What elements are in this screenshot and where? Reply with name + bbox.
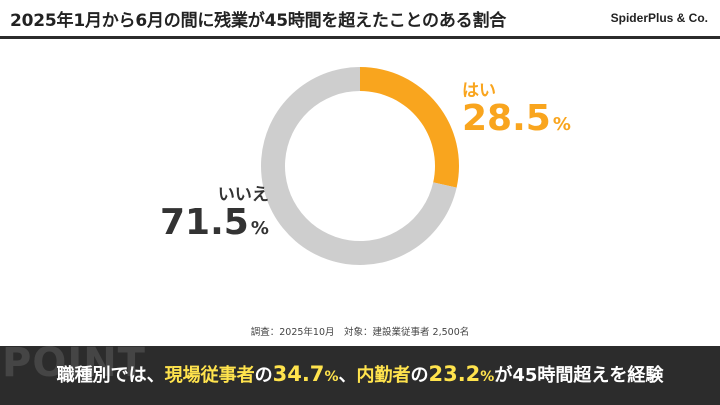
point-text: 職種別では、現場従事者の34.7%、内勤者の23.2%が45時間超えを経験: [0, 361, 720, 387]
point-particle1: の: [254, 365, 273, 386]
point-sep: 、: [338, 365, 357, 386]
point-unit1: %: [324, 369, 339, 385]
point-value2: 23.2: [428, 362, 481, 386]
point-value1: 34.7: [272, 362, 325, 386]
donut-slice-yes: [360, 67, 460, 188]
point-prefix: 職種別では、: [56, 365, 165, 386]
slice-name-yes: はい: [462, 81, 496, 101]
point-watermark: POINT: [2, 346, 146, 386]
slice-name-no: いいえ: [217, 185, 269, 205]
slice-value-no: 71.5: [160, 202, 249, 243]
survey-source: 調査：2025年10月 対象：建設業従事者 2,500名: [250, 327, 470, 338]
slice-label-no: いいえ 71.5%: [160, 180, 269, 241]
point-group1: 現場従事者: [164, 365, 255, 386]
slice-value-yes: 28.5: [462, 98, 551, 139]
point-unit2: %: [480, 369, 495, 385]
point-group2: 内勤者: [356, 365, 411, 386]
slice-label-yes: はい 28.5%: [462, 76, 571, 137]
point-suffix: が45時間超えを経験: [494, 365, 664, 386]
page-title: 2025年1月から6月の間に残業が45時間を超えたことのある割合: [10, 11, 507, 31]
header: 2025年1月から6月の間に残業が45時間を超えたことのある割合 SpiderP…: [0, 0, 720, 39]
slice-unit-yes: %: [552, 114, 571, 135]
header-rule: [0, 36, 720, 39]
donut-chart: [261, 67, 460, 265]
point-particle2: の: [410, 365, 429, 386]
point-banner: POINT 職種別では、現場従事者の34.7%、内勤者の23.2%が45時間超え…: [0, 346, 720, 405]
slice-unit-no: %: [250, 218, 269, 239]
brand-logo: SpiderPlus & Co.: [610, 11, 708, 25]
